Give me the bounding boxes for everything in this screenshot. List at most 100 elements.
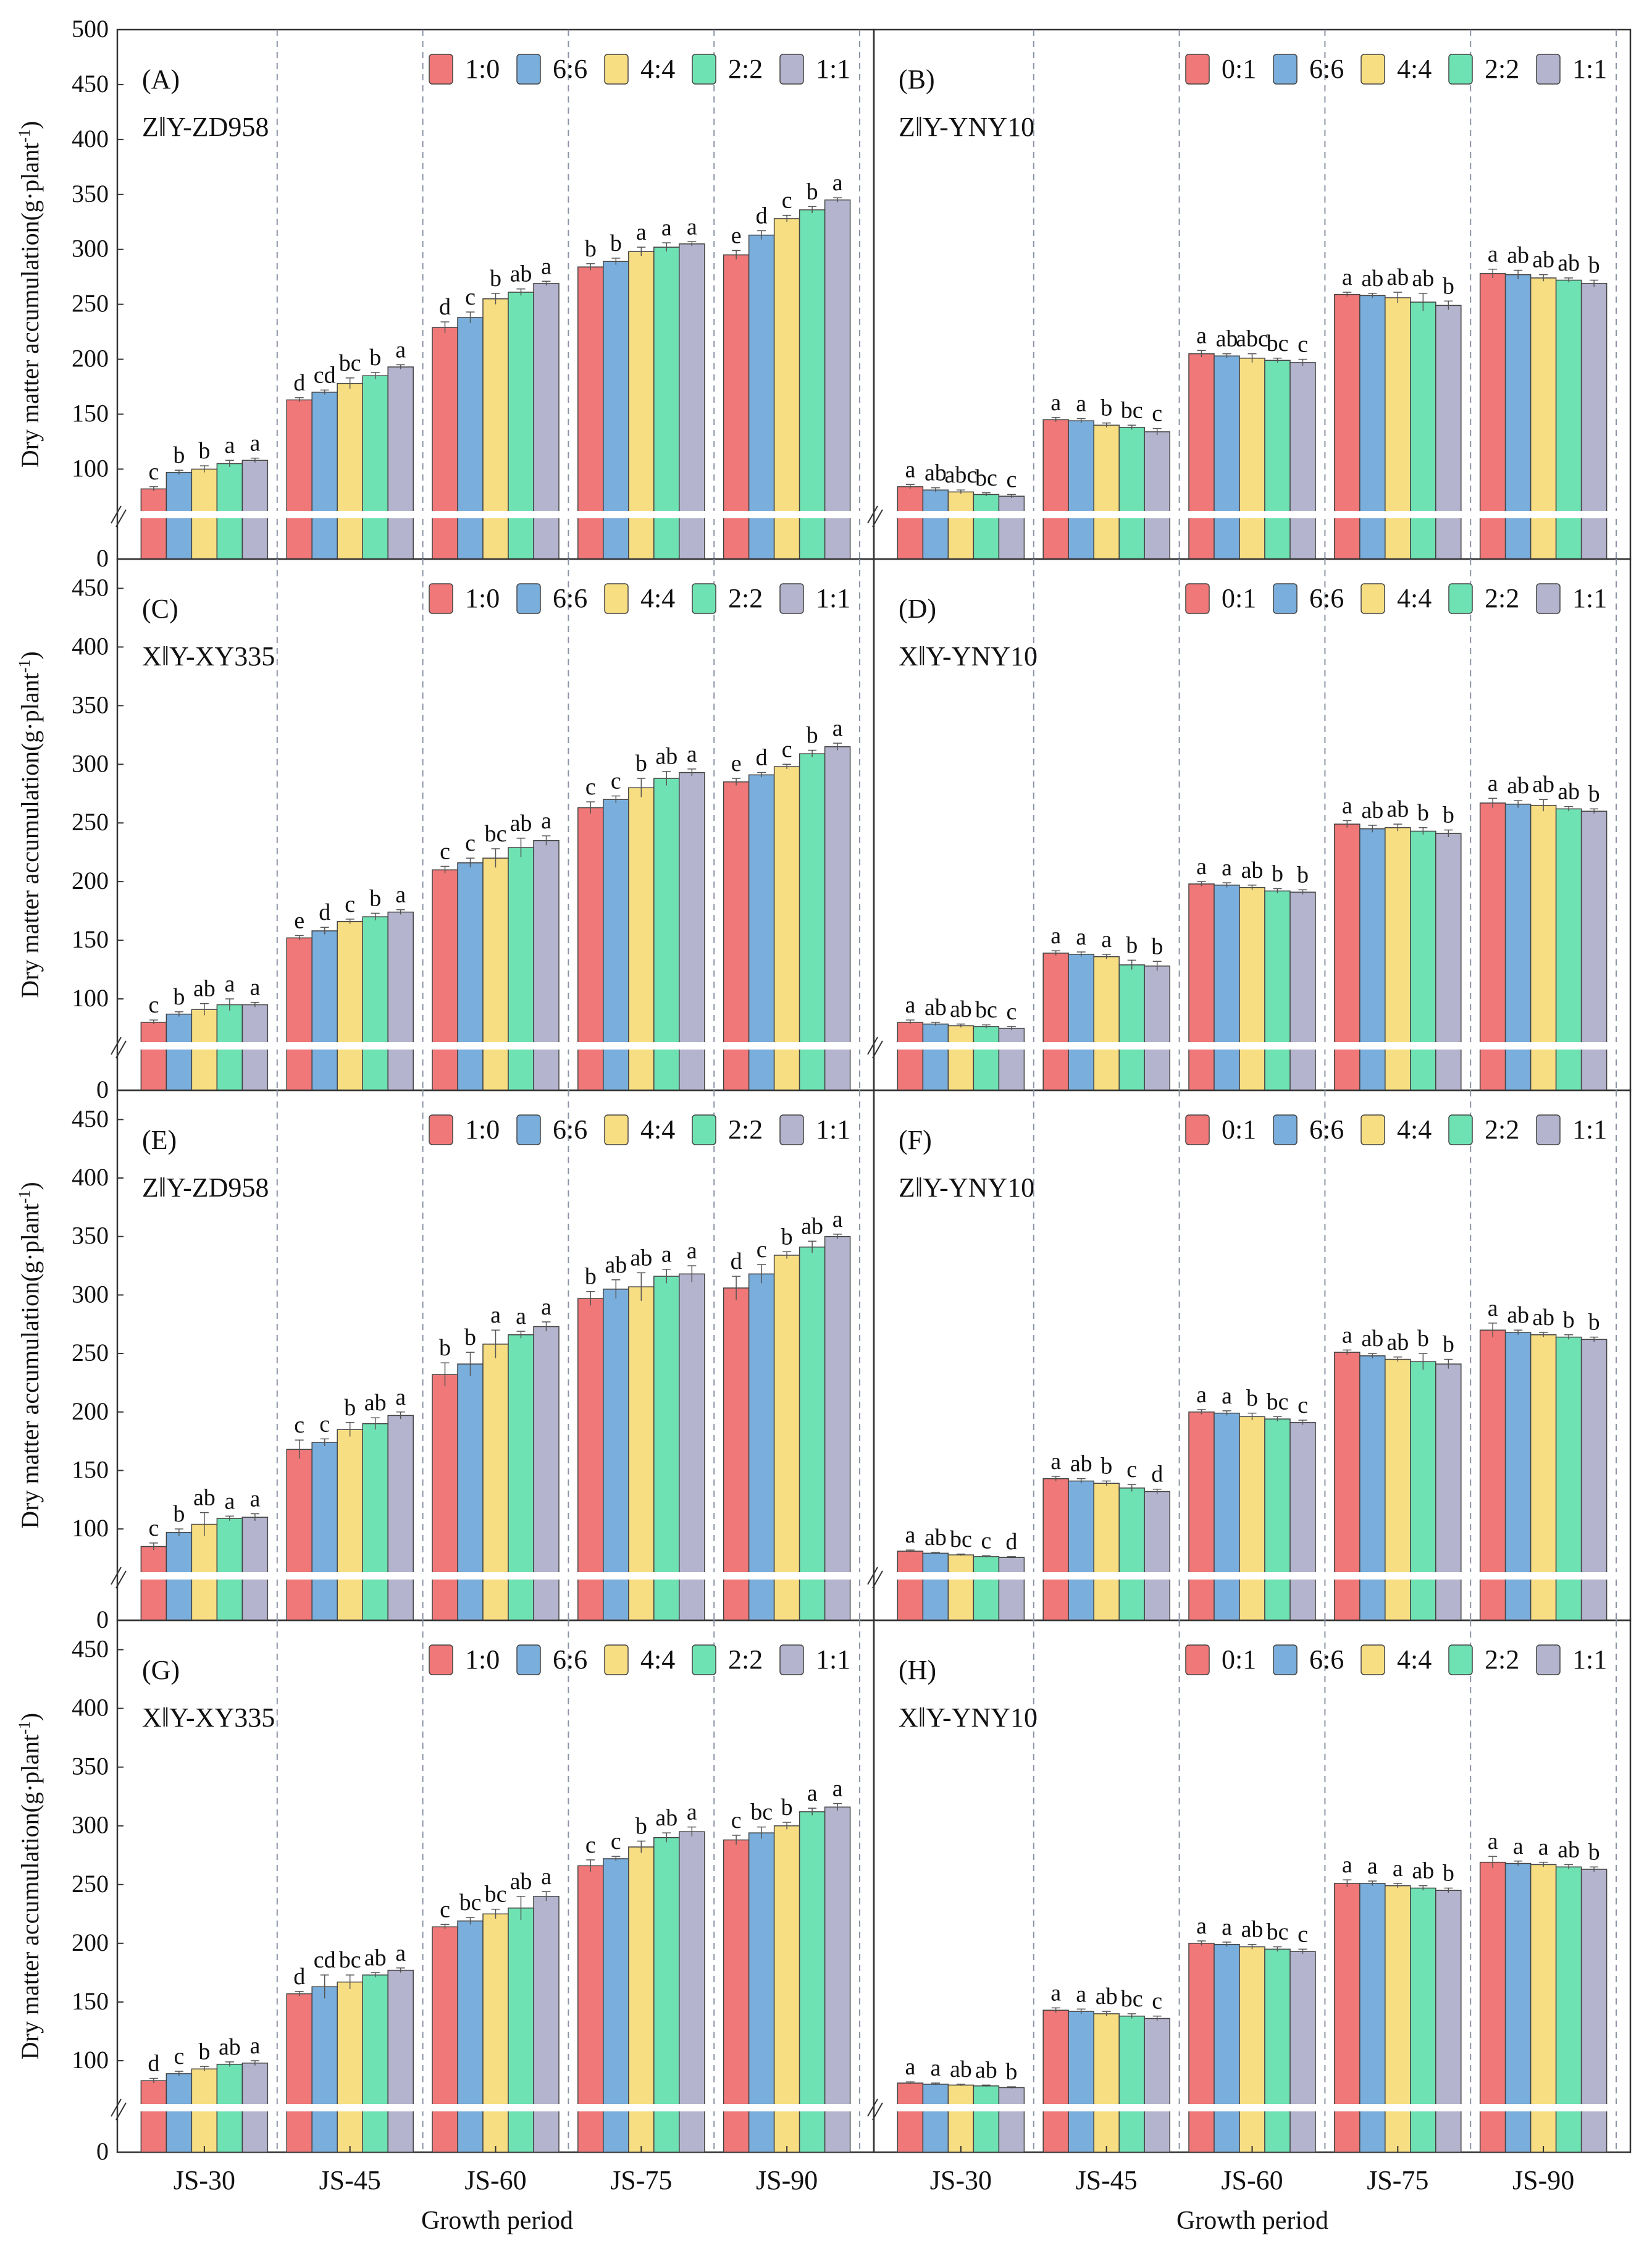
bar [1410, 830, 1436, 1091]
significance-letter: b [781, 1794, 793, 1820]
significance-letter: b [610, 230, 622, 256]
significance-letter: a [1342, 264, 1352, 290]
bar [998, 1557, 1025, 1621]
significance-letter: a [661, 215, 672, 241]
bar [1093, 1483, 1120, 1621]
x-tick-label: JS-45 [1076, 2165, 1138, 2195]
legend-swatch [1273, 1644, 1298, 1675]
significance-letter: a [1050, 1980, 1061, 2006]
panel-subtitle: X‖Y-YNY10 [899, 641, 1038, 671]
bar [748, 1273, 775, 1621]
significance-letter: bc [975, 997, 997, 1023]
panel-tag: (G) [142, 1655, 180, 1685]
legend-swatch [779, 1114, 804, 1145]
significance-letter: b [198, 2039, 210, 2064]
y-tick-label: 100 [72, 454, 109, 482]
legend-swatch [604, 1644, 629, 1675]
significance-letter: b [807, 722, 818, 748]
bar [457, 317, 484, 560]
significance-letter: abc [1236, 326, 1268, 352]
legend-label: 6:6 [553, 583, 587, 613]
legend-label: 4:4 [640, 1644, 675, 1675]
significance-letter: abc [945, 462, 978, 488]
y-tick-label: 300 [72, 1811, 109, 1839]
axis-break-band [119, 1572, 873, 1580]
significance-letter: bc [950, 1526, 972, 1552]
significance-letter: b [1443, 1860, 1454, 1886]
bar [1410, 1361, 1436, 1621]
significance-letter: d [148, 2050, 159, 2076]
bar [922, 1024, 949, 1091]
bar [387, 911, 414, 1091]
significance-letter: ab [1361, 797, 1383, 823]
bar [533, 839, 560, 1091]
y-tick-label: 0 [96, 1075, 109, 1103]
significance-letter: bc [1121, 397, 1143, 423]
bar [922, 1552, 949, 1621]
significance-letter: a [905, 992, 915, 1018]
bar [1359, 1355, 1386, 1621]
bar [1435, 1890, 1462, 2153]
axis-break-mark [115, 1570, 127, 1589]
y-tick-label: 350 [72, 1752, 109, 1780]
axis-break-band [875, 1042, 1629, 1050]
significance-letter: bc [1267, 1919, 1289, 1945]
x-axis-label-left: Growth period [421, 2207, 573, 2235]
bar [1385, 1358, 1411, 1621]
bar [1188, 1412, 1215, 1621]
legend-swatch [1185, 1644, 1210, 1675]
y-tick-label: 150 [72, 1455, 109, 1483]
bar [1239, 886, 1265, 1091]
significance-letter: d [1005, 1529, 1017, 1555]
legend-swatch [692, 1644, 716, 1675]
significance-letter: b [369, 345, 381, 371]
axis-break-band [119, 2104, 873, 2111]
bar [922, 489, 949, 560]
significance-letter: ab [364, 1390, 387, 1416]
significance-letter: b [1297, 862, 1309, 888]
significance-letter: a [832, 715, 843, 741]
panel-subtitle: X‖Y-YNY10 [899, 1702, 1038, 1733]
legend-label: 2:2 [728, 1114, 763, 1145]
significance-letter: b [173, 1501, 185, 1527]
axis-break-mark [111, 1567, 122, 1585]
legend-swatch [1536, 1114, 1561, 1145]
legend-swatch [1361, 1114, 1385, 1145]
bar [1479, 1861, 1506, 2153]
significance-letter: ab [1532, 247, 1554, 273]
legend-swatch [692, 54, 716, 85]
legend-label: 1:1 [1572, 1644, 1607, 1675]
y-tick-label: 300 [72, 235, 109, 263]
bar [824, 1235, 851, 1621]
significance-letter: d [439, 294, 451, 320]
bar [166, 2073, 193, 2153]
significance-letter: b [1588, 253, 1600, 279]
bar [1289, 1422, 1316, 1621]
significance-letter: a [541, 253, 551, 279]
significance-letter: a [832, 1206, 843, 1232]
bar [286, 399, 312, 560]
significance-letter: d [293, 1964, 305, 1990]
axis-break-band [119, 511, 873, 518]
bar [362, 1974, 388, 2153]
bar [1068, 954, 1094, 1091]
significance-letter: b [1246, 1386, 1258, 1412]
significance-letter: c [1298, 1392, 1308, 1418]
significance-letter: ab [1412, 266, 1434, 292]
bar [1093, 956, 1120, 1091]
significance-letter: b [173, 984, 185, 1010]
bar [1042, 419, 1069, 560]
significance-letter: a [1538, 1835, 1549, 1861]
significance-letter: ab [1386, 796, 1409, 822]
bar [922, 2084, 949, 2153]
bar [1385, 297, 1411, 560]
significance-letter: c [981, 1528, 991, 1554]
significance-letter: b [1101, 1453, 1112, 1479]
legend-label: 4:4 [640, 1114, 675, 1145]
bar [387, 1415, 414, 1621]
significance-letter: a [1050, 390, 1061, 416]
bar [1042, 2009, 1069, 2153]
legend-label: 4:4 [1397, 54, 1432, 84]
significance-letter: a [1050, 1449, 1061, 1475]
bar [947, 1025, 975, 1091]
